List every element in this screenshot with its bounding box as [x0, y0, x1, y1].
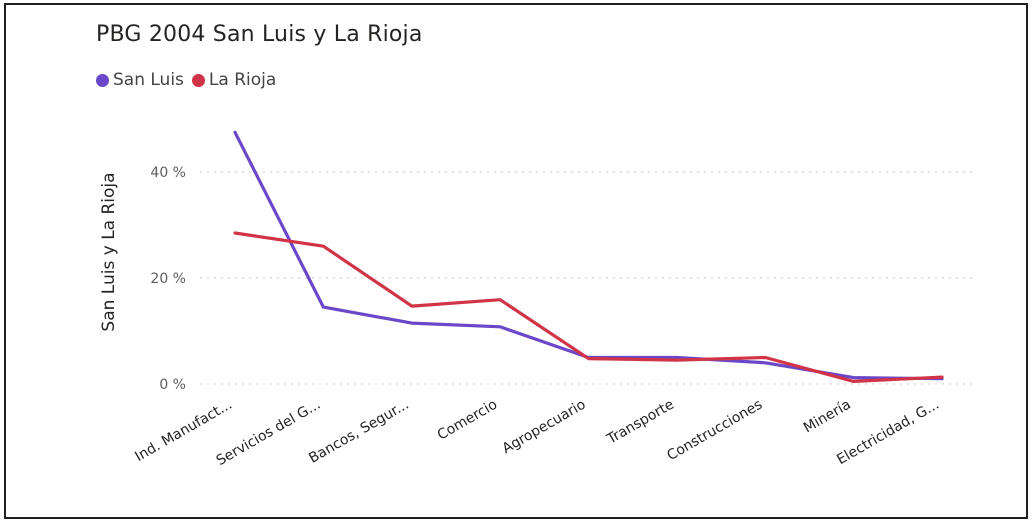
legend-label-san-luis: San Luis — [113, 70, 184, 90]
legend-item-la-rioja[interactable]: La Rioja — [191, 70, 277, 90]
legend-label-la-rioja: La Rioja — [208, 70, 277, 90]
chart-frame — [4, 3, 1028, 519]
x-tick-label: Agropecuario — [500, 397, 589, 458]
x-tick-label: Transporte — [604, 397, 677, 449]
x-tick-label: Minería — [801, 397, 854, 437]
x-axis-ticks: Ind. Manufact...Servicios del G...Bancos… — [132, 397, 942, 470]
legend-marker-la-rioja — [191, 73, 205, 87]
gridlines — [200, 171, 975, 385]
legend-item-san-luis[interactable]: San Luis — [96, 70, 184, 90]
y-tick-label: 20 % — [150, 271, 186, 287]
y-tick-label: 0 % — [159, 377, 186, 393]
y-axis-label: San Luis y La Rioja — [99, 172, 119, 331]
y-tick-label: 40 % — [150, 165, 186, 181]
series-line-san-luis — [233, 130, 944, 381]
x-tick-label: Construcciones — [664, 397, 765, 464]
legend-marker-san-luis — [96, 73, 109, 87]
x-tick-label: Comercio — [435, 397, 500, 444]
series-lines — [233, 130, 944, 383]
chart-title: PBG 2004 San Luis y La Rioja — [96, 22, 423, 47]
x-tick-label: Bancos, Segur... — [306, 397, 412, 467]
y-axis-ticks: 0 % 20 % 40 % — [150, 165, 186, 393]
legend: San Luis La Rioja — [96, 70, 284, 90]
series-line-la-rioja — [233, 231, 944, 383]
